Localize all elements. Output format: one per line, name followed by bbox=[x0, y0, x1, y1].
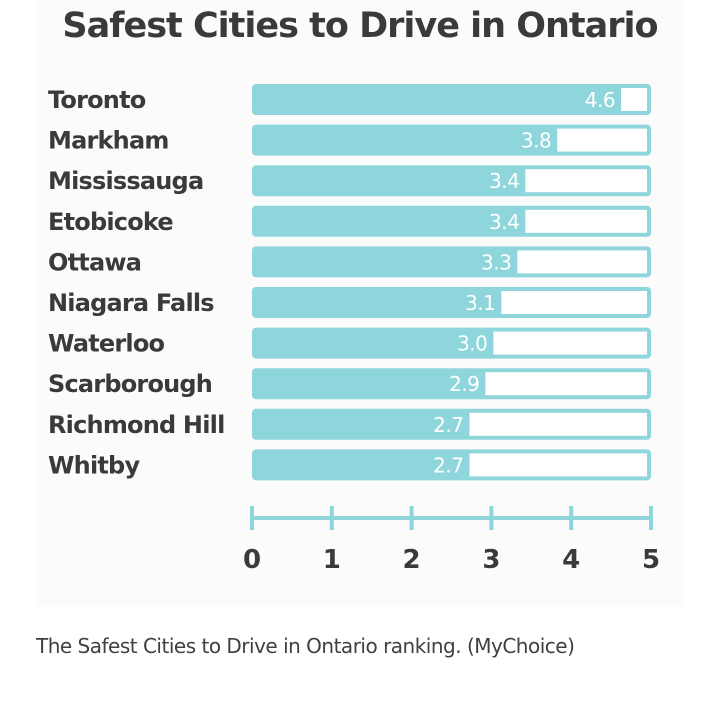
bar-remainder bbox=[501, 291, 647, 314]
category-label: Niagara Falls bbox=[48, 289, 214, 317]
category-label: Etobicoke bbox=[48, 208, 173, 236]
x-tick-label: 2 bbox=[403, 545, 421, 575]
bar-value-label: 3.4 bbox=[489, 210, 519, 234]
bar-remainder bbox=[621, 88, 647, 111]
category-label: Toronto bbox=[48, 86, 146, 114]
bar-chart: Toronto 4.6 Markham 3.8 Mississauga 3.4 Etobic… bbox=[48, 84, 660, 575]
bar-remainder bbox=[493, 331, 647, 355]
bar-value-label: 2.7 bbox=[433, 453, 463, 477]
x-tick-label: 1 bbox=[323, 545, 341, 575]
bar-value-label: 3.4 bbox=[489, 169, 519, 193]
bar-remainder bbox=[469, 453, 647, 477]
bar-track bbox=[252, 124, 651, 156]
x-tick-label: 3 bbox=[482, 545, 500, 575]
bar-value-label: 4.6 bbox=[585, 88, 615, 112]
bar-remainder bbox=[469, 412, 647, 436]
x-tick-label: 4 bbox=[562, 545, 580, 575]
bar-remainder bbox=[485, 372, 647, 396]
bar-value-label: 3.8 bbox=[521, 129, 551, 153]
x-tick-label: 0 bbox=[243, 545, 261, 575]
bar-remainder bbox=[525, 169, 647, 193]
category-label: Whitby bbox=[48, 451, 140, 479]
category-label: Scarborough bbox=[48, 370, 212, 398]
bar-value-label: 2.7 bbox=[433, 413, 463, 437]
bar-value-label: 3.3 bbox=[481, 250, 511, 274]
figure-caption: The Safest Cities to Drive in Ontario ra… bbox=[36, 634, 575, 658]
category-label: Richmond Hill bbox=[48, 411, 225, 439]
x-tick-label: 5 bbox=[642, 545, 660, 575]
bar-remainder bbox=[525, 209, 647, 233]
category-label: Waterloo bbox=[48, 330, 165, 358]
bar-remainder bbox=[557, 128, 647, 152]
chart-title: Safest Cities to Drive in Ontario bbox=[62, 6, 658, 46]
bar-value-label: 3.1 bbox=[465, 291, 495, 315]
category-label: Markham bbox=[48, 127, 169, 155]
bar-value-label: 3.0 bbox=[457, 332, 487, 356]
category-label: Ottawa bbox=[48, 248, 141, 276]
bar-track bbox=[252, 84, 651, 115]
category-label: Mississauga bbox=[48, 167, 203, 195]
bar-remainder bbox=[517, 250, 647, 274]
bar-value-label: 2.9 bbox=[449, 372, 479, 396]
